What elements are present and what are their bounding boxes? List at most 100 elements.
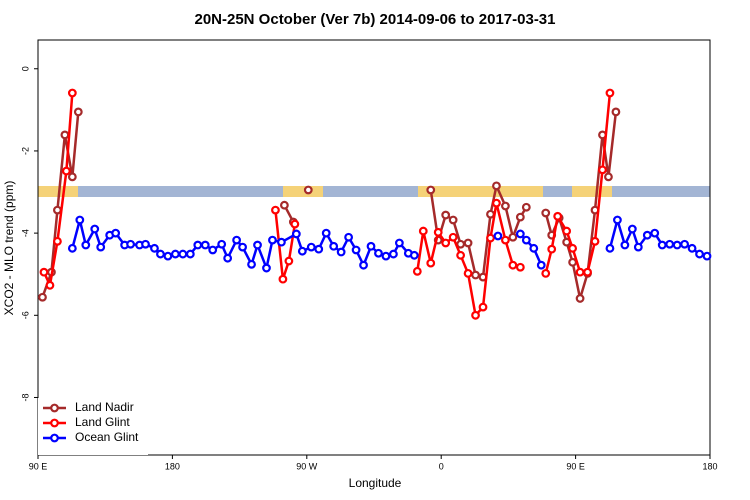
data-point: [81, 240, 91, 250]
x-tick-label: 180: [702, 461, 717, 471]
data-point: [193, 240, 203, 250]
data-point: [253, 240, 262, 250]
data-point: [277, 237, 286, 247]
data-point: [418, 226, 428, 236]
data-point: [45, 280, 55, 290]
map-strip: [38, 186, 710, 197]
data-point: [208, 245, 218, 255]
x-tick-label: 90 E: [29, 461, 48, 471]
data-point: [73, 107, 83, 117]
data-point: [515, 229, 525, 239]
data-point: [412, 266, 422, 276]
data-point: [433, 227, 443, 237]
land-strip: [38, 186, 78, 197]
data-point: [426, 258, 436, 268]
data-point: [463, 268, 473, 278]
data-point: [303, 185, 313, 195]
data-point: [262, 263, 271, 273]
data-point: [39, 267, 49, 277]
x-tick-label: 90 E: [566, 461, 585, 471]
data-point: [280, 200, 289, 210]
data-point: [163, 251, 173, 261]
data-point: [515, 262, 525, 272]
data-point: [529, 243, 539, 253]
data-point: [521, 202, 531, 212]
data-point: [381, 251, 391, 261]
data-point: [38, 292, 47, 302]
legend-label: Land Glint: [75, 415, 130, 429]
data-point: [75, 215, 85, 225]
data-point: [321, 228, 331, 238]
data-point: [200, 240, 210, 250]
data-point: [493, 231, 503, 241]
data-point: [96, 242, 106, 252]
data-point: [359, 260, 368, 270]
data-point: [409, 250, 419, 260]
y-tick-label: -6: [20, 311, 30, 319]
data-point: [541, 208, 551, 218]
data-point: [329, 241, 339, 251]
data-point: [515, 212, 525, 222]
series-line: [41, 111, 80, 298]
data-point: [426, 185, 436, 195]
y-tick-label: -8: [20, 393, 30, 401]
data-point: [687, 243, 697, 253]
data-point: [217, 239, 227, 249]
data-point: [67, 88, 77, 98]
data-point: [67, 243, 77, 253]
data-point: [486, 209, 495, 219]
land-strip: [283, 186, 323, 197]
data-point: [314, 244, 324, 254]
land-strip: [418, 186, 543, 197]
data-point: [448, 232, 458, 242]
data-point: [141, 239, 150, 249]
data-point: [336, 247, 346, 257]
data-point: [627, 224, 637, 234]
land-strip: [572, 186, 612, 197]
data-point: [642, 230, 652, 240]
data-point: [605, 243, 615, 253]
data-point: [575, 267, 585, 277]
data-point: [611, 107, 621, 117]
legend-marker: [50, 433, 59, 443]
series-line: [544, 92, 612, 274]
data-point: [657, 240, 667, 250]
data-point: [247, 259, 256, 269]
data-point: [232, 235, 242, 245]
data-point: [536, 260, 546, 270]
data-point: [575, 294, 585, 303]
data-point: [306, 242, 316, 252]
data-point: [463, 238, 473, 248]
data-point: [61, 166, 71, 176]
data-point: [268, 235, 277, 245]
data-point: [366, 241, 376, 251]
data-point: [478, 302, 488, 312]
legend-marker: [50, 403, 59, 413]
data-point: [271, 205, 280, 215]
data-point: [344, 232, 354, 242]
legend-marker: [50, 418, 59, 428]
data-point: [278, 274, 288, 284]
data-point: [53, 205, 62, 215]
data-point: [598, 165, 607, 175]
legend-label: Land Nadir: [75, 400, 134, 414]
data-point: [448, 215, 458, 225]
data-point: [126, 239, 135, 249]
data-point: [501, 235, 510, 245]
data-point: [604, 172, 613, 182]
data-point: [553, 211, 563, 221]
data-point: [441, 210, 451, 220]
data-point: [90, 224, 100, 234]
data-point: [492, 181, 501, 191]
data-point: [471, 270, 480, 280]
data-point: [156, 249, 165, 259]
data-point: [508, 260, 518, 270]
data-point: [238, 242, 247, 252]
data-point: [67, 172, 77, 182]
data-point: [541, 268, 551, 278]
y-axis-label: XCO2 - MLO trend (ppm): [2, 181, 16, 316]
data-point: [492, 198, 501, 208]
data-point: [111, 228, 121, 238]
data-point: [672, 240, 682, 250]
